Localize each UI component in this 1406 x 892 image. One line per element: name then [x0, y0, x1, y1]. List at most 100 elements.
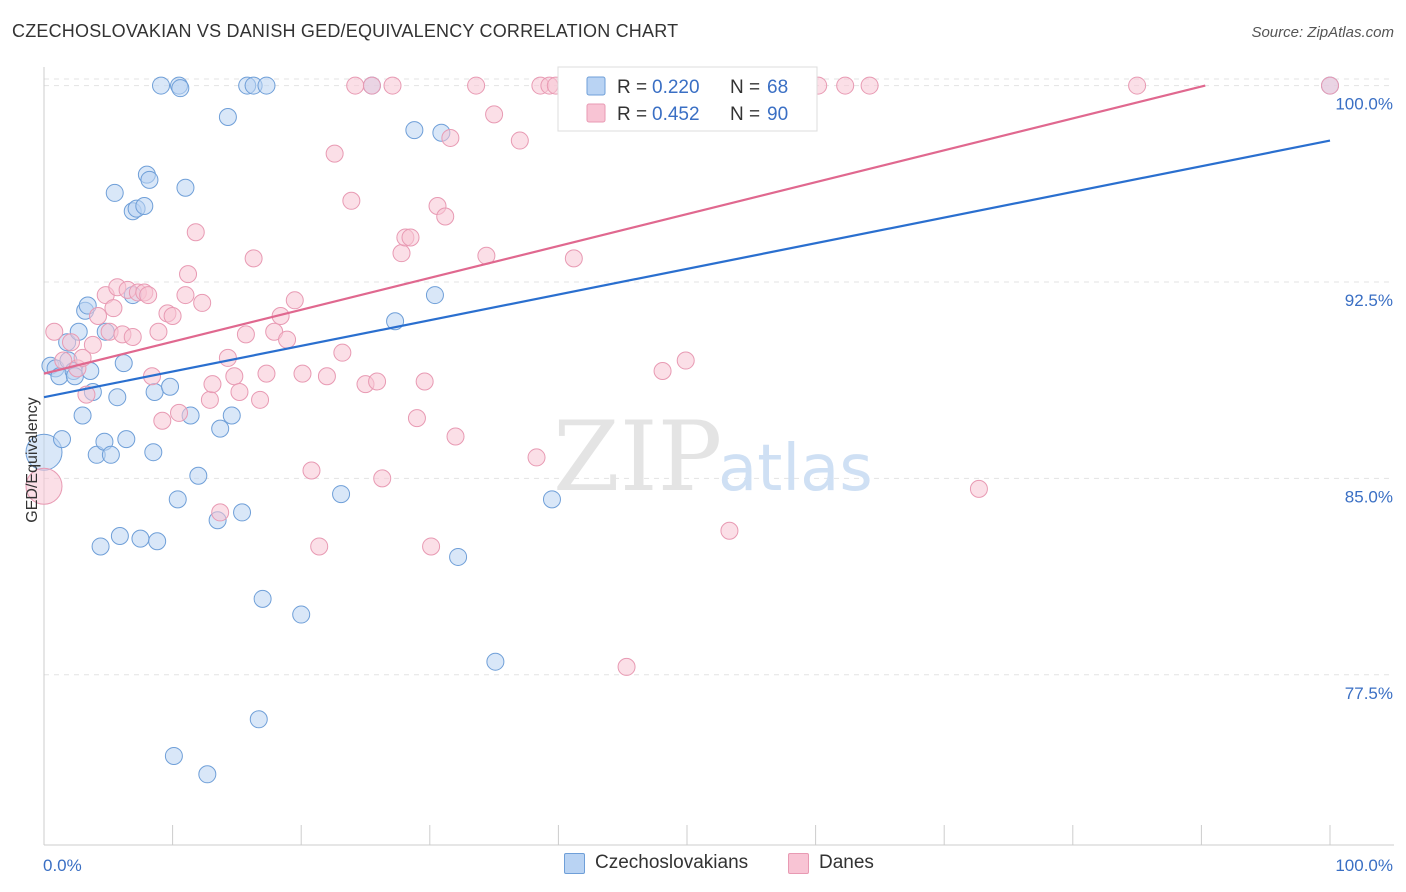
point-danes [310, 537, 329, 556]
point-czech [222, 406, 241, 425]
legend-r-value-danes: 0.452 [652, 104, 700, 125]
legend-n-value-danes: 90 [767, 104, 788, 125]
point-danes [218, 348, 237, 367]
point-danes [179, 265, 198, 284]
point-czech [131, 529, 150, 548]
point-danes [346, 76, 365, 95]
point-czech [257, 76, 276, 95]
point-danes [860, 76, 879, 95]
point-czech [249, 710, 268, 729]
point-czech [542, 490, 561, 509]
point-czech [486, 652, 505, 671]
legend-n-label-czech: N = [730, 77, 760, 98]
point-czech [148, 532, 167, 551]
legend-swatch-czech [586, 76, 606, 96]
watermark-zip: ZIP [553, 401, 722, 513]
point-czech [211, 419, 230, 438]
point-danes [225, 367, 244, 386]
legend-n-value-czech: 68 [767, 77, 788, 98]
point-czech [110, 526, 129, 545]
point-czech [198, 765, 217, 784]
legend-swatch-danes [586, 103, 606, 123]
legend-r-label-danes: R = [617, 104, 647, 125]
point-danes [163, 307, 182, 326]
point-czech [405, 121, 424, 140]
legend-label-czechoslovakians: Czechoslovakians [595, 852, 749, 873]
y-tick-label: 85.0% [1345, 487, 1393, 506]
point-danes [200, 390, 219, 409]
point-danes [139, 286, 158, 305]
point-danes [257, 364, 276, 383]
axes-layer: 77.5% 85.0% 92.5% 100.0% 0.0% 100.0% [43, 67, 1394, 875]
trend-layer [43, 84, 1331, 399]
chart-source: Source: ZipAtlas.com [1251, 24, 1394, 41]
point-danes [485, 105, 504, 124]
point-danes [203, 375, 222, 394]
point-czech [332, 485, 351, 504]
point-czech [140, 170, 159, 189]
point-danes [251, 390, 270, 409]
point-czech [135, 197, 154, 216]
point-danes [244, 249, 263, 268]
chart-title: CZECHOSLOVAKIAN VS DANISH GED/EQUIVALENC… [12, 21, 679, 41]
point-danes [415, 372, 434, 391]
point-danes [285, 291, 304, 310]
point-czech [144, 443, 163, 462]
point-danes [836, 76, 855, 95]
point-danes [1128, 76, 1147, 95]
watermark-atlas: atlas [718, 432, 873, 506]
legend-item-czechoslovakians[interactable]: Czechoslovakians [564, 852, 748, 874]
point-czech [114, 354, 133, 373]
point-czech [168, 490, 187, 509]
legend-swatch-danes-bottom [788, 852, 809, 874]
point-czech [117, 430, 136, 449]
point-czech [176, 178, 195, 197]
point-danes [653, 362, 672, 381]
point-danes [83, 335, 102, 354]
point-czech [73, 406, 92, 425]
point-danes [278, 330, 297, 349]
point-danes [153, 411, 172, 430]
legend-swatch-czechoslovakians [564, 852, 585, 874]
point-danes [392, 244, 411, 263]
point-danes [176, 286, 195, 305]
point-czech [53, 430, 72, 449]
trendline-danes [43, 84, 1206, 375]
point-danes [342, 191, 361, 210]
point-czech [145, 382, 164, 401]
legend-r-value-czech: 0.220 [652, 77, 700, 98]
point-danes [104, 299, 123, 318]
point-danes [436, 207, 455, 226]
y-tick-label: 92.5% [1345, 291, 1393, 310]
point-danes [45, 322, 64, 341]
legend-label-danes: Danes [819, 852, 874, 873]
point-czech [292, 605, 311, 624]
legend-item-danes[interactable]: Danes [788, 852, 874, 874]
point-danes [446, 427, 465, 446]
point-danes [510, 131, 529, 150]
point-danes [302, 461, 321, 480]
point-czech [253, 589, 272, 608]
legend-box: R = 0.220 N = 68 R = 0.452 N = 90 [557, 66, 818, 132]
point-czech [108, 388, 127, 407]
point-danes [467, 76, 486, 95]
point-danes [333, 343, 352, 362]
point-danes [617, 657, 636, 676]
point-danes [368, 372, 387, 391]
point-czech [161, 377, 180, 396]
point-danes [373, 469, 392, 488]
legend-n-label-danes: N = [730, 104, 760, 125]
point-czech [105, 183, 124, 202]
points-layer [25, 76, 1339, 784]
point-czech [233, 503, 252, 522]
point-danes [186, 223, 205, 242]
point-danes [720, 521, 739, 540]
point-czech [218, 107, 237, 126]
point-danes [527, 448, 546, 467]
point-danes [676, 351, 695, 370]
point-danes [383, 76, 402, 95]
point-czech [189, 466, 208, 485]
point-danes [230, 382, 249, 401]
y-tick-label: 77.5% [1345, 684, 1393, 703]
